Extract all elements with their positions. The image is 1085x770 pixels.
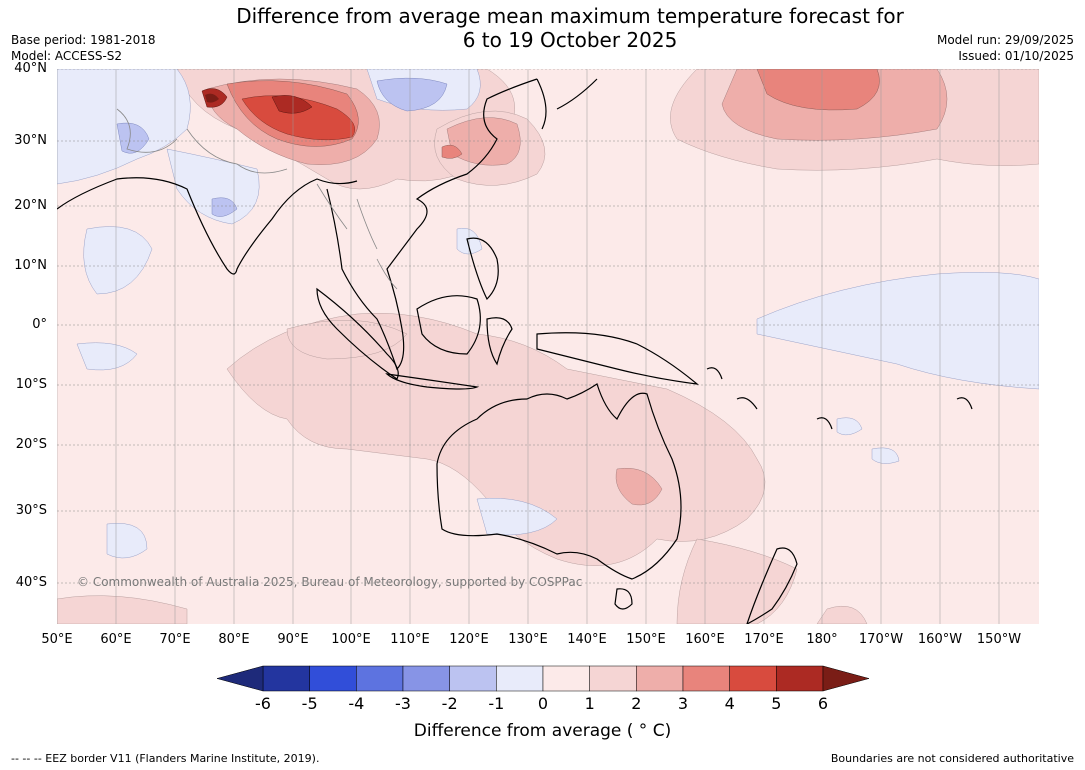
lat-label: 10°S xyxy=(0,377,47,392)
lat-label: 30°N xyxy=(0,133,47,148)
colorbar-tick-label: 6 xyxy=(803,694,843,713)
colorbar-segment xyxy=(356,666,403,691)
colorbar-segment xyxy=(683,666,730,691)
forecast-map xyxy=(57,69,1039,624)
colorbar-tick-label: -5 xyxy=(290,694,330,713)
colorbar-under-arrow xyxy=(217,666,263,691)
colorbar-tick-label: -3 xyxy=(383,694,423,713)
colorbar xyxy=(217,665,869,695)
colorbar-segment xyxy=(403,666,450,691)
colorbar-tick-label: 0 xyxy=(523,694,563,713)
map-title: Difference from average mean maximum tem… xyxy=(0,4,1085,52)
colorbar-tick-label: 3 xyxy=(663,694,703,713)
colorbar-segment xyxy=(543,666,590,691)
lat-label: 30°S xyxy=(0,503,47,518)
boundaries-note: Boundaries are not considered authoritat… xyxy=(831,752,1074,765)
title-line-1: Difference from average mean maximum tem… xyxy=(0,4,1085,28)
lat-label: 40°S xyxy=(0,575,47,590)
colorbar-tick-label: 5 xyxy=(756,694,796,713)
colorbar-segment xyxy=(636,666,683,691)
colorbar-segment xyxy=(263,666,310,691)
meta-left: Base period: 1981-2018 Model: ACCESS-S2 xyxy=(11,32,156,64)
map-canvas xyxy=(57,69,1039,624)
colorbar-tick-label: -6 xyxy=(243,694,283,713)
colorbar-label: Difference from average ( ° C) xyxy=(0,721,1085,741)
colorbar-segment xyxy=(496,666,543,691)
base-period: Base period: 1981-2018 xyxy=(11,32,156,48)
lat-label: 20°N xyxy=(0,198,47,213)
lat-label: 40°N xyxy=(0,61,47,76)
colorbar-tick-label: 4 xyxy=(710,694,750,713)
issued-date: Issued: 01/10/2025 xyxy=(937,48,1074,64)
colorbar-segment xyxy=(310,666,357,691)
colorbar-tick-label: -2 xyxy=(430,694,470,713)
copyright-notice: © Commonwealth of Australia 2025, Bureau… xyxy=(77,575,582,589)
colorbar-segments xyxy=(263,666,823,691)
colorbar-over-arrow xyxy=(823,666,869,691)
lat-label: 10°N xyxy=(0,258,47,273)
lat-label: 20°S xyxy=(0,437,47,452)
title-line-2: 6 to 19 October 2025 xyxy=(0,28,1085,52)
colorbar-tick-label: -1 xyxy=(476,694,516,713)
colorbar-tick-label: -4 xyxy=(336,694,376,713)
meta-right: Model run: 29/09/2025 Issued: 01/10/2025 xyxy=(937,32,1074,64)
colorbar-segment xyxy=(730,666,777,691)
lat-label: 0° xyxy=(0,317,47,332)
colorbar-segment xyxy=(450,666,497,691)
colorbar-tick-label: 2 xyxy=(616,694,656,713)
colorbar-segment xyxy=(776,666,823,691)
model-run: Model run: 29/09/2025 xyxy=(937,32,1074,48)
colorbar-tick-label: 1 xyxy=(570,694,610,713)
lon-label: 150°W xyxy=(964,632,1034,647)
colorbar-segment xyxy=(590,666,637,691)
eez-note: -- -- -- EEZ border V11 (Flanders Marine… xyxy=(11,752,319,765)
